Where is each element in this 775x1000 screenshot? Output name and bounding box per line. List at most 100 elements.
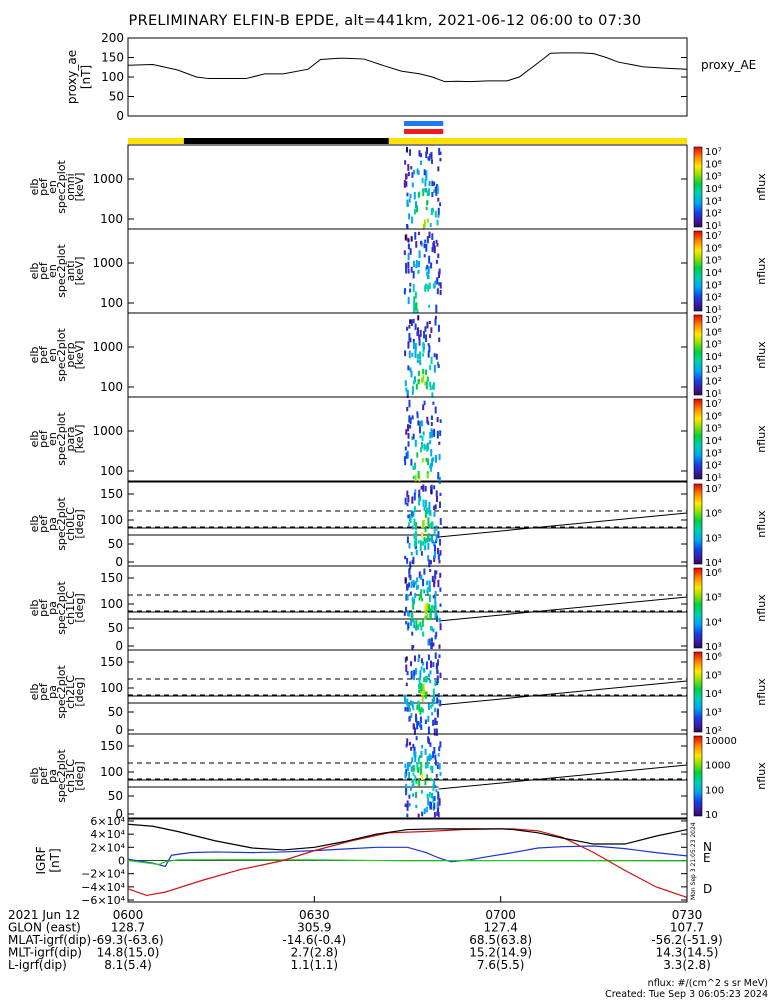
spectrogram-cell <box>434 754 437 760</box>
spectrogram-cell <box>406 223 409 228</box>
spectrogram-cell <box>437 324 440 332</box>
spectrogram-cell <box>413 669 416 676</box>
spectrogram-cell <box>430 428 433 436</box>
spectrogram-cell <box>424 526 427 533</box>
spectrogram-cell <box>423 400 426 406</box>
spectrogram-cell <box>430 356 433 365</box>
spectrogram-cell <box>411 216 414 224</box>
spectrogram-cell <box>435 789 438 793</box>
colorbar-tick-label: 10⁴ <box>705 268 722 279</box>
spectrogram-cell <box>437 197 440 202</box>
spectrogram-tick-label: 50 <box>108 789 123 803</box>
ephemeris-value: -14.6(-0.4) <box>282 933 346 947</box>
spectrogram-cell <box>410 166 413 170</box>
spectrogram-cell <box>414 343 417 351</box>
spectrogram-cell <box>405 783 408 792</box>
spectrogram-cell <box>406 594 409 601</box>
spectrogram-cell <box>428 282 431 290</box>
science-zone-mark <box>404 129 444 134</box>
spectrogram-cell <box>405 656 408 661</box>
spectrogram-cell <box>411 436 414 440</box>
spectrogram-cell <box>405 664 408 672</box>
colorbar-tick-label: 10⁴ <box>705 617 722 628</box>
spectrogram-cell <box>409 561 412 569</box>
igrf-tick-label: −2×10⁴ <box>81 868 125 881</box>
spectrogram-cell <box>424 499 427 508</box>
spectrogram-cell <box>436 675 439 684</box>
spectrogram-cell <box>426 376 429 382</box>
spectrogram-cell <box>404 706 407 712</box>
spectrogram-cell <box>436 219 439 226</box>
spectrogram-cell <box>407 261 410 269</box>
spectrogram-cell <box>412 510 415 517</box>
spectrogram-cell <box>433 541 436 547</box>
spectrogram-cell <box>418 722 421 728</box>
spectrogram-cell <box>433 546 436 554</box>
spectrogram-cell <box>414 592 417 598</box>
spectrogram-cell <box>430 755 433 760</box>
spectrogram-cell <box>419 575 422 580</box>
spectrogram-cell <box>417 540 420 544</box>
spectrogram-cell <box>438 268 441 275</box>
spectrogram-cell <box>427 703 430 710</box>
spectrogram-cell <box>431 458 434 467</box>
spectrogram-tick-label: 100 <box>100 212 123 226</box>
spectrogram-cell <box>426 614 429 619</box>
spectrogram-cell <box>417 624 420 630</box>
colorbar-tick-label: 10³ <box>705 196 722 207</box>
colorbar-tick-label: 10² <box>705 461 722 472</box>
spectrogram-panel: elbpefpaspec2plotch0LC[deg]15010050010⁷1… <box>28 481 768 569</box>
spectrogram-cell <box>436 801 439 810</box>
spectrogram-ylabel: elb <box>28 516 41 533</box>
spectrogram-cell <box>428 345 431 353</box>
loss-cone-line <box>438 512 688 538</box>
spectrogram-ylabel: elb <box>28 684 41 701</box>
spectrogram-cell <box>436 430 439 439</box>
spectrogram-cell <box>420 447 423 453</box>
loss-cone-line <box>438 680 688 706</box>
spectrogram-cell <box>406 406 409 412</box>
spectrogram-cell <box>429 679 432 684</box>
spectrogram-cell <box>424 188 427 193</box>
spectrogram-tick-label: 150 <box>100 571 123 585</box>
colorbar-gradient <box>693 567 703 649</box>
proxy-ae-tick-label: 150 <box>101 51 124 65</box>
spectrogram-cell <box>415 620 418 629</box>
spectrogram-cell <box>430 449 433 457</box>
spectrogram-cell <box>437 472 440 480</box>
spectrogram-cell <box>435 570 438 575</box>
spectrogram-cell <box>411 645 414 651</box>
spectrogram-cell <box>407 522 410 527</box>
spectrogram-cell <box>406 490 409 497</box>
spectrogram-cell <box>418 425 421 434</box>
spectrogram-cell <box>406 698 409 706</box>
spectrogram-cell <box>422 368 425 374</box>
spectrogram-tick-label: 0 <box>115 555 123 569</box>
spectrogram-cell <box>438 337 441 343</box>
spectrogram-cell <box>426 762 429 769</box>
spectrogram-cell <box>429 364 432 371</box>
spectrogram-tick-label: 150 <box>100 739 123 753</box>
spectrogram-cell <box>408 771 411 779</box>
spectrogram-cell <box>405 147 408 153</box>
spectrogram-cell <box>435 662 438 670</box>
spectrogram-cell <box>428 507 431 515</box>
spectrogram-cell <box>409 591 412 596</box>
spectrogram-cell <box>412 341 415 350</box>
colorbar-tick-label: 10⁶ <box>705 509 722 520</box>
spectrogram-cell <box>406 326 409 331</box>
spectrogram-tick-label: 150 <box>100 487 123 501</box>
spectrogram-cell <box>411 613 414 620</box>
spectrogram-cell <box>406 671 409 676</box>
spectrogram-cell <box>432 242 435 251</box>
spectrogram-cell <box>412 338 415 343</box>
colorbar-gradient <box>693 398 703 480</box>
spectrogram-cell <box>421 597 424 602</box>
spectrogram-cell <box>438 476 441 485</box>
spectrogram-cell <box>434 318 437 326</box>
spectrogram-cell <box>419 670 422 678</box>
spectrogram-cell <box>419 708 422 715</box>
spectrogram-cell <box>437 808 440 813</box>
spectrogram-cell <box>410 319 413 327</box>
spectrogram-cell <box>420 689 423 695</box>
